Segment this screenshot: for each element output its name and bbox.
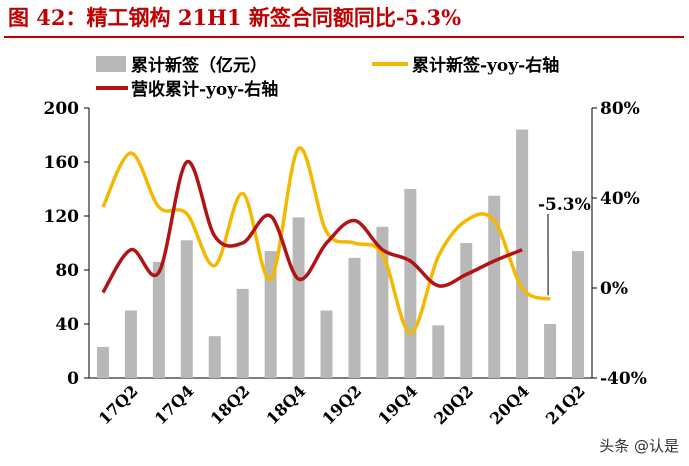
x-tick-label: 19Q4 [374,381,421,428]
series-line-revenue-yoy [101,160,523,294]
bar [180,240,193,378]
bar [152,261,165,378]
bar [572,251,585,378]
x-tick-label: 18Q4 [262,381,309,428]
bar [320,310,333,378]
legend-label-new-contract-yoy: 累计新签-yoy-右轴 [412,55,559,76]
bar [236,288,249,378]
chart-title: 图 42：精工钢构 21H1 新签合同额同比-5.3% [8,5,462,30]
bar [96,346,109,378]
series-line-new-contract-yoy [101,146,551,335]
left-tick-label: 120 [44,207,80,227]
bar [404,189,417,378]
bar [488,195,501,378]
x-tick-label: 20Q4 [486,381,533,428]
legend-label-bar: 累计新签（亿元） [131,55,267,76]
annotation-label: -5.3% [538,195,591,215]
bar [124,310,137,378]
right-tick-label: 40% [600,189,640,209]
bar [208,336,221,378]
bar [544,324,557,378]
legend-swatch-bar [96,56,126,72]
left-tick-label: 40 [55,315,79,335]
x-tick-label: 19Q2 [318,381,365,428]
bar [460,243,473,378]
bar [292,217,305,378]
bar [348,257,361,378]
right-tick-label: 80% [600,99,640,119]
x-tick-label: 18Q2 [207,381,254,428]
x-tick-label: 20Q2 [430,381,477,428]
watermark: 头条 @认是 [599,437,679,455]
right-tick-label: -40% [600,369,647,389]
left-tick-label: 200 [44,99,80,119]
left-tick-label: 80 [55,261,79,281]
bar [264,251,277,378]
bar [516,129,529,378]
bar [432,325,445,378]
left-tick-label: 160 [44,153,80,173]
x-tick-label: 17Q4 [151,381,198,428]
x-tick-label: 21Q2 [542,381,589,428]
legend-label-revenue-yoy: 营收累计-yoy-右轴 [131,79,278,100]
title-underline [4,36,684,38]
x-tick-label: 17Q2 [95,381,142,428]
left-tick-label: 0 [67,369,79,389]
right-tick-label: 0% [600,279,628,299]
